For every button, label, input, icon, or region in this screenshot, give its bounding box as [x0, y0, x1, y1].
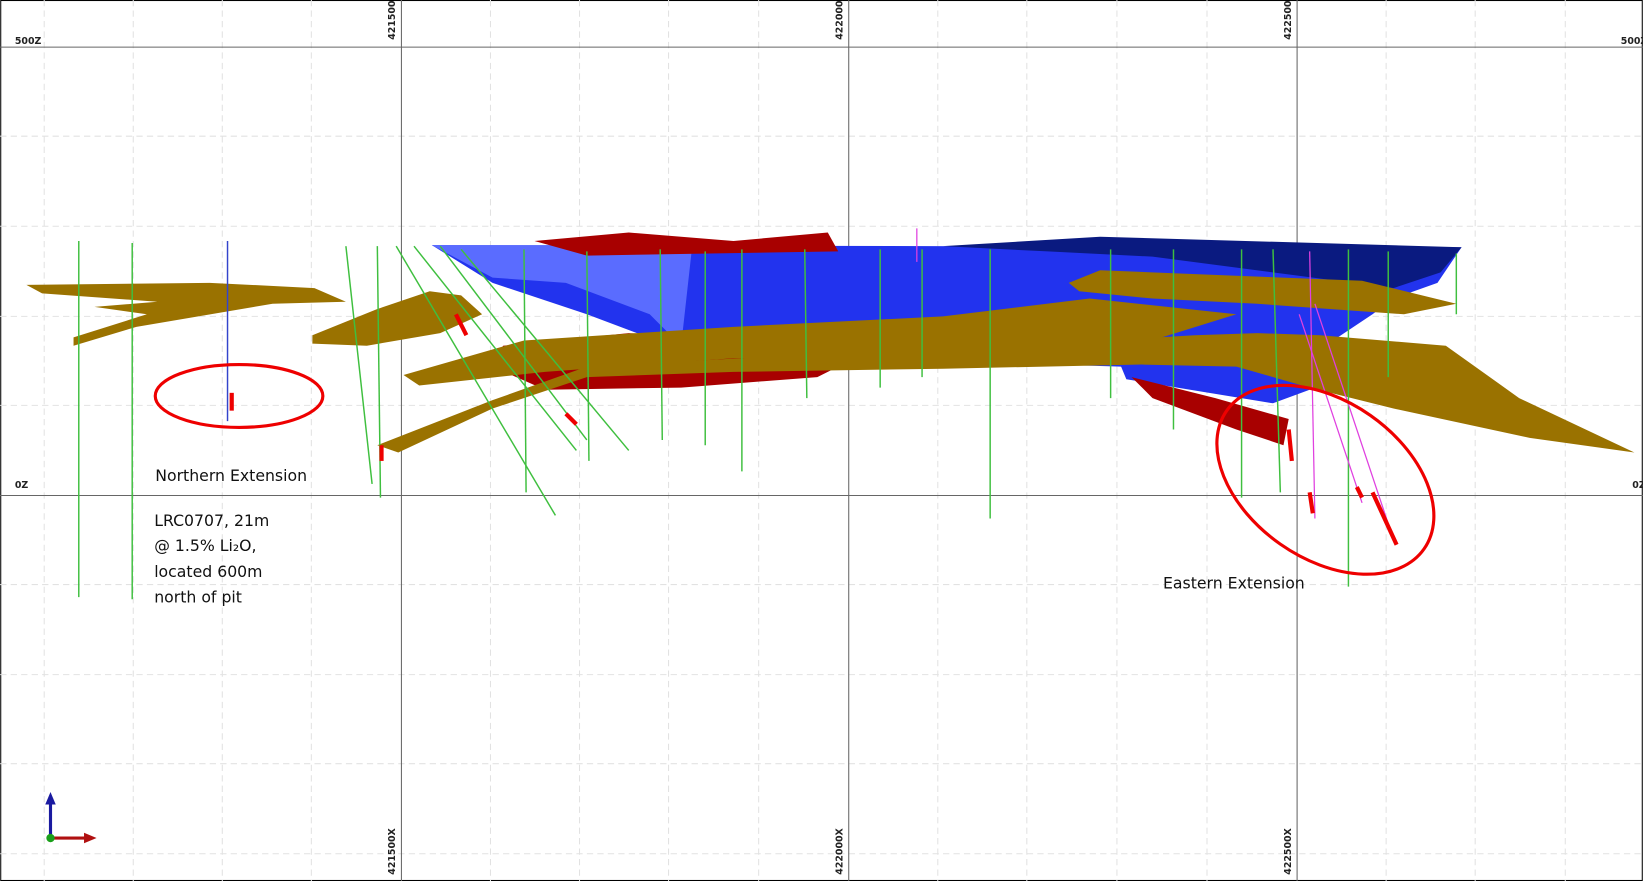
line [1272, 249, 1282, 493]
line [804, 249, 808, 399]
pegmatite [403, 298, 1237, 386]
annotation-line: @ 1.5% Li₂O, [154, 536, 256, 555]
annotation-title: Northern Extension [155, 466, 307, 485]
shape [84, 832, 97, 844]
z-label: 500Z [1621, 36, 1643, 47]
x-label: 422000X [834, 0, 845, 40]
pegmatite [377, 333, 1635, 453]
pegmatite [26, 282, 346, 346]
line [345, 246, 373, 485]
line [460, 248, 630, 451]
z-label: 0Z [15, 480, 29, 491]
annotation-line: north of pit [154, 587, 242, 606]
x-label: 422500X [1283, 0, 1294, 40]
axis-triad [45, 791, 97, 844]
line [1314, 303, 1395, 540]
ore-body [1131, 377, 1289, 446]
ore-body [534, 232, 839, 256]
assay-intervals [229, 313, 1399, 546]
annotation-line: located 600m [154, 562, 262, 581]
line [1298, 314, 1363, 504]
line [1309, 251, 1316, 519]
line [523, 249, 527, 493]
line [659, 249, 664, 440]
line [1354, 486, 1364, 499]
annotation-line: LRC0707, 21m [154, 511, 269, 530]
shape [45, 791, 56, 805]
highlight-ellipse [153, 362, 325, 429]
z-label: 500Z [15, 36, 42, 47]
line [454, 313, 469, 337]
drillholes [78, 228, 1458, 600]
pit-wall-dark [943, 236, 1462, 289]
line [395, 245, 557, 516]
x-label: 421500X [387, 0, 398, 40]
line [586, 251, 590, 461]
line [564, 412, 578, 426]
shape [46, 833, 55, 843]
x-label: 422000X [834, 827, 845, 874]
line [413, 245, 577, 451]
line [1286, 429, 1294, 462]
x-label: 422500X [1283, 827, 1294, 874]
pit-wall-light [431, 245, 692, 346]
z-label: 0Z [1632, 480, 1643, 491]
x-label: 421500X [387, 827, 398, 874]
pegmatite [1068, 270, 1457, 315]
highlight-ellipse [1215, 383, 1436, 576]
annotation-title: Eastern Extension [1163, 574, 1305, 593]
line [1307, 492, 1315, 514]
line [1370, 491, 1399, 546]
line [439, 245, 588, 441]
